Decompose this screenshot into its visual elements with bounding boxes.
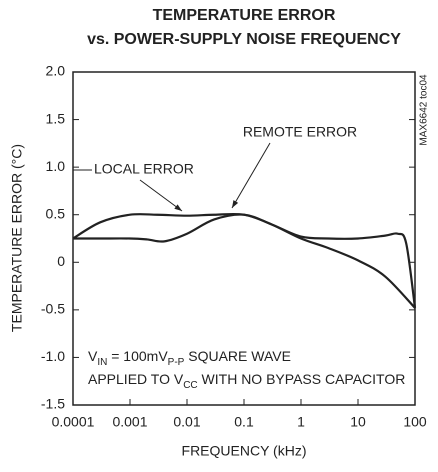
note-part: CC bbox=[183, 380, 197, 391]
x-tick-label: 0.1 bbox=[234, 414, 254, 430]
note-part: V bbox=[88, 348, 98, 364]
y-tick-label: 0 bbox=[57, 253, 65, 269]
y-tick-label: -0.5 bbox=[41, 301, 65, 317]
note-part: WITH NO BYPASS CAPACITOR bbox=[198, 371, 406, 387]
y-tick-label: -1.0 bbox=[41, 348, 65, 364]
note-part: IN bbox=[97, 357, 107, 368]
y-tick-label: 0.5 bbox=[46, 205, 66, 221]
x-tick-label: 0.01 bbox=[173, 414, 200, 430]
chart-title: vs. POWER-SUPPLY NOISE FREQUENCY bbox=[87, 31, 401, 48]
label-bg bbox=[240, 124, 360, 142]
x-tick-label: 0.0001 bbox=[52, 414, 95, 430]
note-part: SQUARE WAVE bbox=[184, 348, 291, 364]
x-tick-label: 10 bbox=[350, 414, 366, 430]
note: APPLIED TO VCC WITH NO BYPASS CAPACITOR bbox=[88, 371, 405, 391]
x-axis-label: FREQUENCY (kHz) bbox=[182, 443, 307, 459]
series-label: REMOTE ERROR bbox=[243, 124, 357, 140]
x-tick-label: 1 bbox=[297, 414, 305, 430]
note-part: APPLIED TO V bbox=[88, 371, 184, 387]
y-tick-label: 1.5 bbox=[46, 110, 66, 126]
y-tick-label: 2.0 bbox=[46, 63, 66, 79]
y-axis-label: TEMPERATURE ERROR (°C) bbox=[9, 144, 25, 332]
series-line bbox=[73, 213, 417, 309]
arrow-head bbox=[232, 200, 239, 208]
y-tick-label: -1.5 bbox=[41, 396, 65, 412]
annotation-arrow bbox=[139, 179, 183, 212]
series-label: LOCAL ERROR bbox=[94, 161, 194, 177]
x-tick-label: 0.001 bbox=[112, 414, 147, 430]
side-label: MAX6642 toc04 bbox=[419, 74, 430, 146]
arrow-head bbox=[174, 204, 182, 211]
x-tick-label: 100 bbox=[403, 414, 427, 430]
note-part: = 100mV bbox=[107, 348, 168, 364]
y-tick-label: 1.0 bbox=[46, 158, 66, 174]
note: VIN = 100mVP-P SQUARE WAVE bbox=[88, 348, 291, 368]
chart-title: TEMPERATURE ERROR bbox=[153, 7, 336, 24]
note-part: P-P bbox=[168, 357, 185, 368]
series-line bbox=[72, 212, 416, 309]
annotation-arrow bbox=[231, 142, 271, 209]
